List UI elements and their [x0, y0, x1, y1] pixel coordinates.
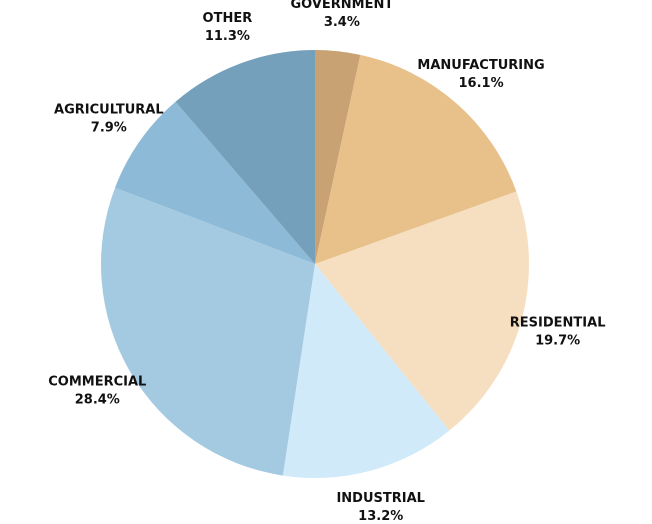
pie-slice	[101, 187, 315, 476]
slice-label: OTHER	[203, 11, 253, 26]
slice-value: 7.9%	[91, 121, 127, 136]
slice-label: COMMERCIAL	[48, 374, 146, 389]
slice-label: INDUSTRIAL	[336, 491, 425, 506]
slice-label: RESIDENTIAL	[510, 316, 606, 331]
slice-label: MANUFACTURING	[417, 58, 544, 73]
pie-slice	[115, 101, 315, 265]
slice-value: 19.7%	[535, 334, 580, 349]
pie-slice	[315, 50, 361, 264]
pie-slice	[175, 50, 315, 264]
slice-value: 11.3%	[205, 29, 250, 44]
slice-label: AGRICULTURAL	[54, 103, 164, 118]
slice-value: 28.4%	[75, 392, 120, 407]
slice-value: 3.4%	[324, 15, 360, 30]
slice-value: 13.2%	[358, 509, 403, 524]
slice-label: GOVERNMENT	[290, 0, 393, 12]
pie-slice	[315, 54, 517, 264]
pie-slice	[282, 264, 450, 478]
pie-slice	[315, 191, 529, 431]
slice-value: 16.1%	[459, 76, 504, 91]
